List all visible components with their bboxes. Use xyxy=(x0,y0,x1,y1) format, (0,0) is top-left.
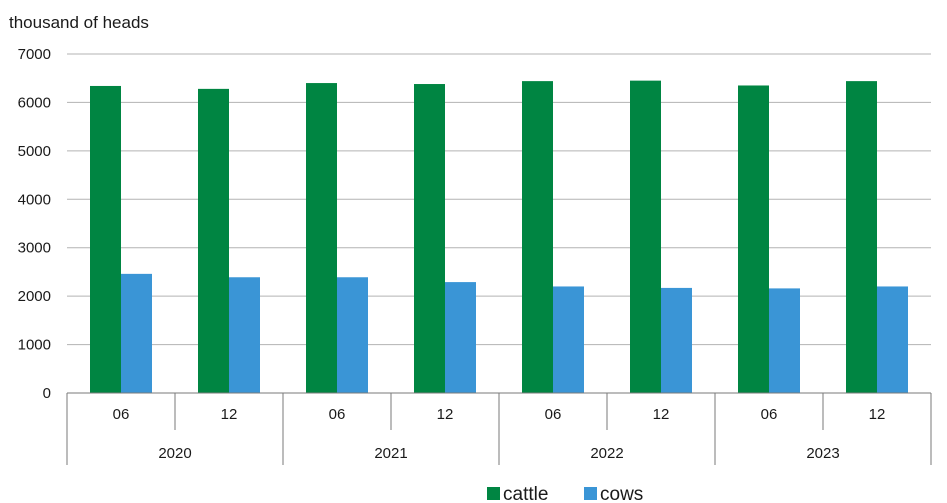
bar-cattle-1 xyxy=(198,88,229,394)
bar-cows-3 xyxy=(445,282,476,393)
y-tick-label: 3000 xyxy=(18,240,51,257)
x-tick-label-year: 2021 xyxy=(374,445,407,462)
x-tick-label-year: 2020 xyxy=(158,445,191,462)
legend: cattle cows xyxy=(487,484,643,503)
bar-cattle-4 xyxy=(522,81,553,394)
x-tick-label-month: 06 xyxy=(113,406,130,423)
bar-cows-5 xyxy=(661,287,692,393)
bar-cattle-2 xyxy=(306,83,337,394)
x-tick-label-month: 06 xyxy=(329,406,346,423)
x-tick-label-month: 12 xyxy=(869,406,886,423)
bar-cows-0 xyxy=(121,273,152,393)
legend-swatch-cows xyxy=(584,487,597,500)
legend-label-cattle: cattle xyxy=(503,484,548,503)
bars xyxy=(90,80,908,394)
y-tick-label: 2000 xyxy=(18,288,51,305)
y-tick-label: 1000 xyxy=(18,337,51,354)
x-tick-label-month: 12 xyxy=(221,406,238,423)
x-tick-label-month: 06 xyxy=(545,406,562,423)
bar-cows-7 xyxy=(877,286,908,393)
x-tick-label-month: 12 xyxy=(653,406,670,423)
y-axis-title: thousand of heads xyxy=(9,13,149,32)
bar-cattle-3 xyxy=(414,84,445,394)
y-tick-label: 6000 xyxy=(18,94,51,111)
y-tick-label: 4000 xyxy=(18,191,51,208)
y-tick-label: 0 xyxy=(43,385,51,402)
x-tick-label-year: 2022 xyxy=(590,445,623,462)
bar-cattle-7 xyxy=(846,81,877,394)
bar-cows-6 xyxy=(769,288,800,393)
axes: 0 1000 2000 3000 4000 5000 6000 7000 06 12 06 12 06 1… xyxy=(18,46,932,465)
legend-label-cows: cows xyxy=(600,484,643,503)
bar-cows-2 xyxy=(337,277,368,393)
x-tick-label-month: 12 xyxy=(437,406,454,423)
y-tick-label: 5000 xyxy=(18,143,51,160)
x-tick-label-year: 2023 xyxy=(806,445,839,462)
bar-cattle-0 xyxy=(90,85,121,393)
grid-lines xyxy=(67,53,931,346)
bar-cows-4 xyxy=(553,286,584,393)
y-tick-label: 7000 xyxy=(18,46,51,63)
legend-swatch-cattle xyxy=(487,487,500,500)
bar-cows-1 xyxy=(229,277,260,393)
bar-cattle-6 xyxy=(738,85,769,393)
bar-cattle-5 xyxy=(630,80,661,393)
x-tick-label-month: 06 xyxy=(761,406,778,423)
